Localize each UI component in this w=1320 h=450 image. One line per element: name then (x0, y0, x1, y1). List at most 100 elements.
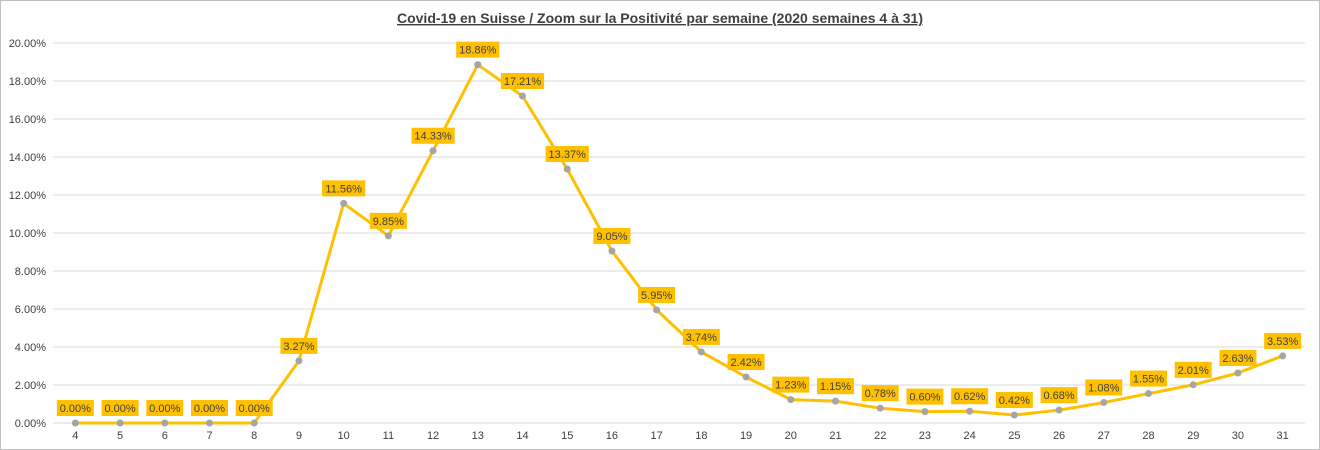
data-label: 1.15% (817, 378, 854, 395)
data-label-box (1219, 350, 1257, 367)
data-label-text: 0.68% (1043, 390, 1074, 402)
data-label: 0.68% (1040, 387, 1078, 404)
y-axis-ticks: 0.00% 2.00% 4.00% 6.00% 8.00% 10.00% 12.00% 14.… (9, 38, 47, 430)
data-label: 17.21% (500, 73, 545, 90)
x-tick-label: 16 (606, 430, 618, 442)
data-label-box (280, 337, 318, 354)
data-label: 3.53% (1264, 332, 1302, 349)
data-label-box (772, 376, 810, 393)
x-tick-label: 25 (1008, 430, 1020, 442)
gridlines (53, 42, 1305, 424)
data-point (1010, 411, 1018, 419)
data-point (697, 348, 705, 356)
data-label-text: 2.01% (1178, 365, 1209, 377)
data-point (921, 408, 929, 416)
x-tick-label: 30 (1232, 430, 1244, 442)
x-tick-label: 27 (1098, 430, 1110, 442)
x-tick-label: 23 (919, 430, 931, 442)
data-label-box (456, 41, 500, 58)
data-point (832, 397, 839, 405)
data-label-box (322, 180, 366, 197)
data-label: 9.85% (369, 212, 407, 229)
data-label-box (146, 400, 184, 416)
data-label-box (235, 400, 273, 416)
data-label-box (1264, 332, 1302, 349)
data-label-text: 0.78% (865, 388, 896, 400)
data-label: 2.63% (1219, 350, 1257, 367)
data-point (966, 407, 974, 415)
data-label-text: 1.23% (775, 380, 806, 392)
y-tick-label: 20.00% (9, 38, 47, 50)
data-label-text: 5.95% (641, 290, 672, 302)
y-tick-label: 0.00% (15, 418, 46, 430)
data-label-box (101, 400, 139, 416)
data-label-box (817, 378, 854, 395)
data-point (429, 147, 437, 155)
data-label-text: 0.00% (104, 403, 135, 415)
data-label: 9.05% (593, 228, 631, 245)
data-label-text: 0.00% (60, 403, 91, 415)
data-label: 0.62% (951, 388, 989, 405)
series-markers (71, 61, 1287, 427)
data-label-box (1174, 361, 1212, 378)
data-point (876, 404, 884, 412)
data-point (384, 232, 392, 240)
x-tick-label: 10 (338, 430, 350, 442)
data-point (71, 419, 79, 427)
x-tick-label: 22 (874, 430, 886, 442)
data-label: 5.95% (638, 286, 676, 303)
data-label-box (682, 328, 720, 345)
y-tick-label: 12.00% (9, 190, 47, 202)
x-tick-label: 8 (251, 430, 257, 442)
data-point (1100, 398, 1108, 406)
data-label: 18.86% (456, 41, 500, 58)
y-tick-label: 14.00% (9, 152, 47, 164)
data-label-box (906, 388, 944, 405)
x-tick-label: 18 (695, 430, 707, 442)
x-tick-label: 19 (740, 430, 752, 442)
data-label: 1.08% (1085, 379, 1123, 396)
x-tick-label: 17 (651, 430, 663, 442)
chart-title: Covid-19 en Suisse / Zoom sur la Positiv… (397, 10, 923, 26)
data-point (116, 419, 124, 427)
data-label: 0.00% (56, 400, 94, 416)
data-point (250, 419, 258, 427)
y-tick-label: 8.00% (15, 266, 46, 278)
data-label-box (638, 286, 676, 303)
x-tick-label: 6 (162, 430, 168, 442)
x-tick-label: 12 (427, 430, 439, 442)
y-tick-label: 2.00% (15, 380, 46, 392)
data-label-text: 18.86% (459, 45, 497, 57)
data-label: 14.33% (411, 127, 455, 144)
data-label: 0.00% (191, 400, 228, 416)
data-label-text: 0.00% (194, 403, 225, 415)
x-tick-label: 20 (785, 430, 797, 442)
data-point (206, 419, 213, 427)
data-label: 0.00% (146, 400, 184, 416)
data-point (340, 199, 348, 207)
data-point (1189, 381, 1197, 389)
data-point (608, 247, 616, 255)
data-label: 0.42% (995, 392, 1033, 409)
x-tick-label: 13 (472, 430, 484, 442)
data-label-box (1040, 387, 1078, 404)
x-tick-label: 5 (117, 430, 123, 442)
data-label-text: 0.00% (149, 403, 180, 415)
data-point (653, 306, 661, 314)
data-point (474, 61, 482, 69)
data-labels: 0.00% 0.00% 0.00% 0.00% 0.00% 3.27% 11.56% 9.85… (56, 41, 1302, 416)
data-point (1234, 369, 1242, 377)
data-label-box (1085, 379, 1123, 396)
data-label-text: 1.08% (1088, 382, 1119, 394)
x-tick-label: 26 (1053, 430, 1065, 442)
data-point (563, 165, 571, 173)
data-label-text: 0.62% (954, 391, 985, 403)
data-label-box (593, 228, 631, 245)
y-tick-label: 18.00% (9, 76, 47, 88)
data-label: 1.23% (772, 376, 810, 393)
data-label: 2.01% (1174, 361, 1212, 378)
data-label-box (951, 388, 989, 405)
y-tick-label: 10.00% (9, 228, 47, 240)
